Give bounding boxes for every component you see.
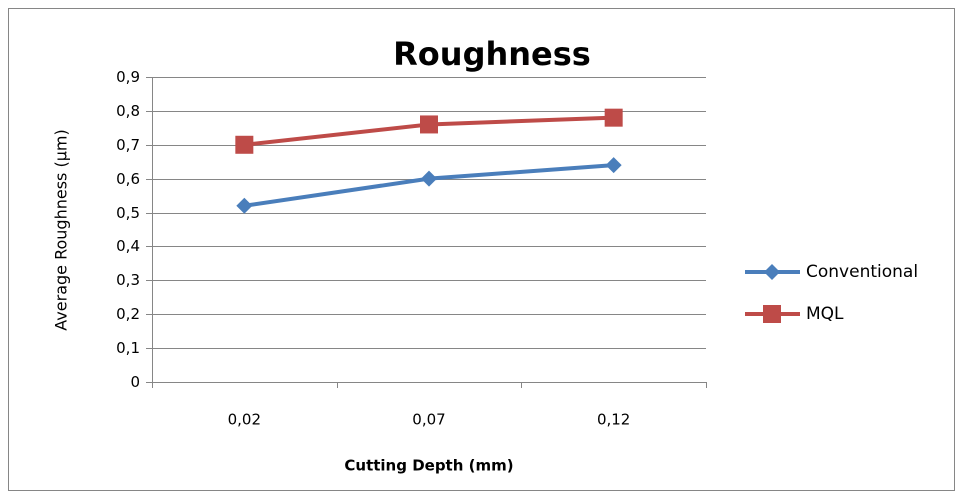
y-tick-label: 0,8 — [116, 102, 140, 120]
chart-title: Roughness — [393, 35, 591, 73]
y-tick-label: 0 — [130, 373, 140, 391]
data-point — [236, 197, 253, 214]
x-tick-label: 0,12 — [597, 411, 630, 429]
legend-label: MQL — [806, 304, 844, 324]
data-point — [605, 157, 622, 174]
y-tick-label: 0,2 — [116, 305, 140, 323]
chart-frame — [8, 8, 955, 491]
y-tick-label: 0,9 — [116, 68, 140, 86]
y-tick-label: 0,5 — [116, 204, 140, 222]
x-tick-label: 0,07 — [412, 411, 445, 429]
legend-label: Conventional — [806, 262, 918, 282]
data-point — [604, 108, 623, 127]
x-tick-label: 0,02 — [228, 411, 261, 429]
data-point — [421, 170, 437, 187]
legend-marker — [764, 264, 780, 280]
y-tick-label: 0,7 — [116, 136, 140, 154]
y-tick-label: 0,3 — [116, 271, 140, 289]
data-point — [235, 135, 254, 154]
y-tick-label: 0,1 — [116, 339, 140, 357]
y-tick-label: 0,6 — [116, 170, 140, 188]
y-axis-label: Average Roughness (µm) — [52, 129, 71, 330]
y-tick-label: 0,4 — [116, 237, 140, 255]
x-axis-label: Cutting Depth (mm) — [344, 457, 513, 475]
legend-marker — [763, 305, 781, 323]
data-point — [420, 115, 438, 134]
